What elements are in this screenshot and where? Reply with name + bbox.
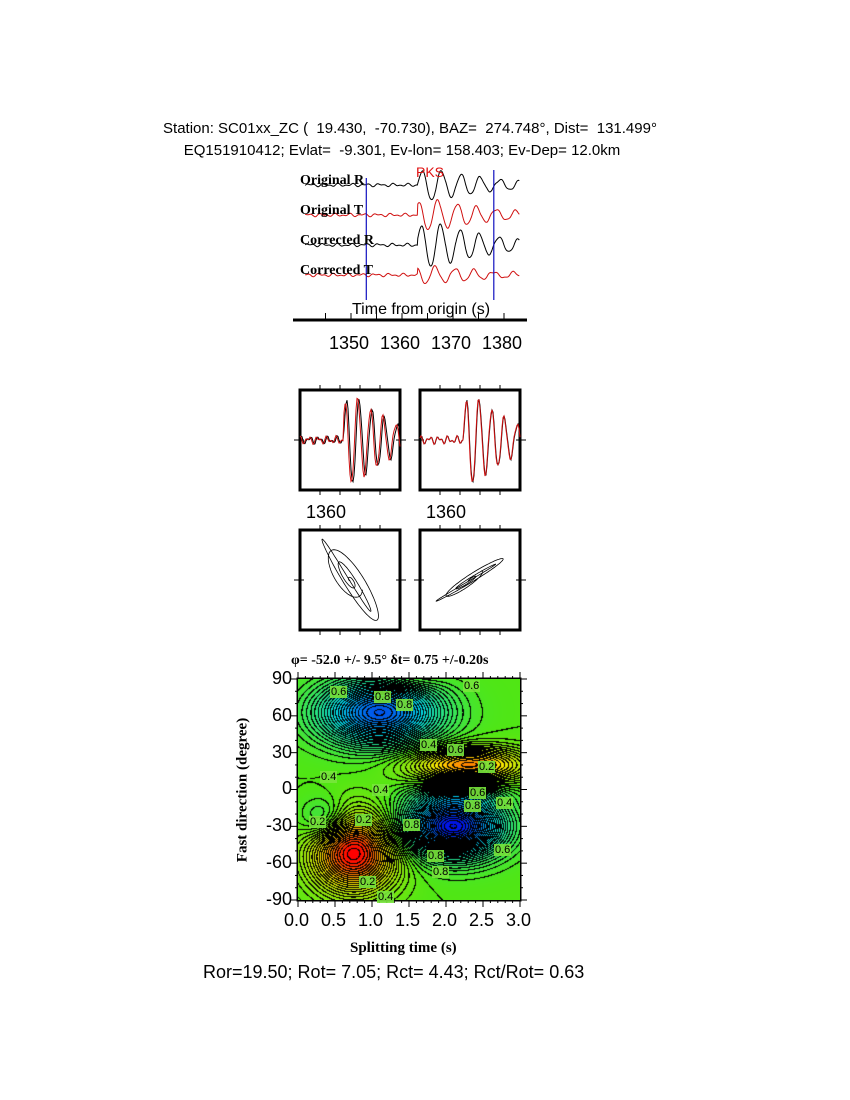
ytick-label: -60 [265, 852, 292, 872]
trace-label-corrected-r: Corrected R [300, 233, 374, 248]
overlay-xtick-left: 1360 [306, 502, 347, 522]
ratio-summary: Ror=19.50; Rot= 7.05; Rct= 4.43; Rct/Rot… [203, 962, 585, 982]
waveform-xlabel: Time from origin (s) [352, 301, 491, 318]
trace-corrected-t [305, 265, 520, 285]
xtick-label: 1.0 [358, 910, 384, 930]
contour-label: 0.8 [464, 800, 482, 812]
ytick-label: 30 [271, 741, 292, 762]
contour-label: 0.6 [494, 844, 512, 856]
xtick-label: 1360 [380, 333, 421, 353]
xtick-label: 0.0 [284, 910, 310, 930]
contour-label: 0.6 [447, 744, 465, 756]
contour-label: 0.8 [403, 819, 421, 831]
xtick-label: 0.5 [321, 910, 347, 930]
misfit-contour-map [298, 679, 520, 900]
ytick-label: 90 [271, 668, 292, 688]
contour-xlabel: Splitting time (s) [350, 940, 457, 956]
overlay-corrected-t [419, 399, 521, 483]
contour-label: 0.6 [469, 787, 487, 799]
trace-original-t [304, 199, 520, 230]
xtick-label: 1380 [482, 333, 523, 353]
xtick-label: 3.0 [506, 910, 532, 930]
overlay-corrected-r [419, 399, 521, 484]
ytick-label: -90 [265, 888, 292, 909]
overlay-original-t [299, 397, 401, 484]
overlay-xtick-right: 1360 [426, 502, 467, 522]
contour-label: 0.6 [330, 686, 348, 698]
trace-label-original-r: Original R [300, 173, 365, 188]
particle-motion-original [321, 538, 379, 621]
contour-label: 0.2 [359, 876, 377, 888]
trace-label-corrected-t: Corrected T [300, 263, 373, 278]
contour-label: 0.4 [372, 784, 390, 796]
contour-label: 0.4 [320, 771, 338, 783]
particle-motion-panel-original [298, 528, 402, 632]
station-info: Station: SC01xx_ZC ( 19.430, -70.730), B… [163, 120, 657, 137]
ytick-label: 60 [271, 704, 292, 725]
contour-label: 0.4 [496, 797, 514, 809]
xtick-label: 1.5 [395, 910, 421, 930]
xtick-label: 2.5 [469, 910, 495, 930]
xtick-label: 2.0 [432, 910, 458, 930]
trace-corrected-r [304, 223, 520, 267]
contour-label: 0.8 [427, 850, 445, 862]
trace-original-r [304, 170, 520, 201]
trace-label-original-t: Original T [300, 203, 364, 218]
contour-label: 0.8 [374, 691, 392, 703]
contour-label: 0.2 [355, 814, 373, 826]
splitting-title: φ= -52.0 +/- 9.5° δt= 0.75 +/-0.20s [291, 653, 489, 668]
contour-label: 0.2 [309, 816, 327, 828]
contour-ylabel: Fast direction (degree) [234, 717, 251, 863]
ytick-label: -30 [265, 815, 292, 836]
contour-label: 0.4 [377, 891, 395, 903]
contour-label: 0.6 [463, 680, 481, 692]
event-info: EQ151910412; Evlat= -9.301, Ev-lon= 158.… [183, 142, 621, 159]
xtick-label: 1370 [431, 333, 472, 353]
contour-label: 0.4 [420, 739, 438, 751]
ytick-label: 0 [281, 778, 292, 799]
contour-label: 0.8 [432, 866, 450, 878]
phase-label: PKS [416, 164, 445, 180]
contour-label: 0.2 [478, 761, 496, 773]
particle-motion-corrected [435, 558, 504, 602]
xtick-label: 1350 [329, 333, 370, 353]
contour-label: 0.8 [396, 699, 414, 711]
